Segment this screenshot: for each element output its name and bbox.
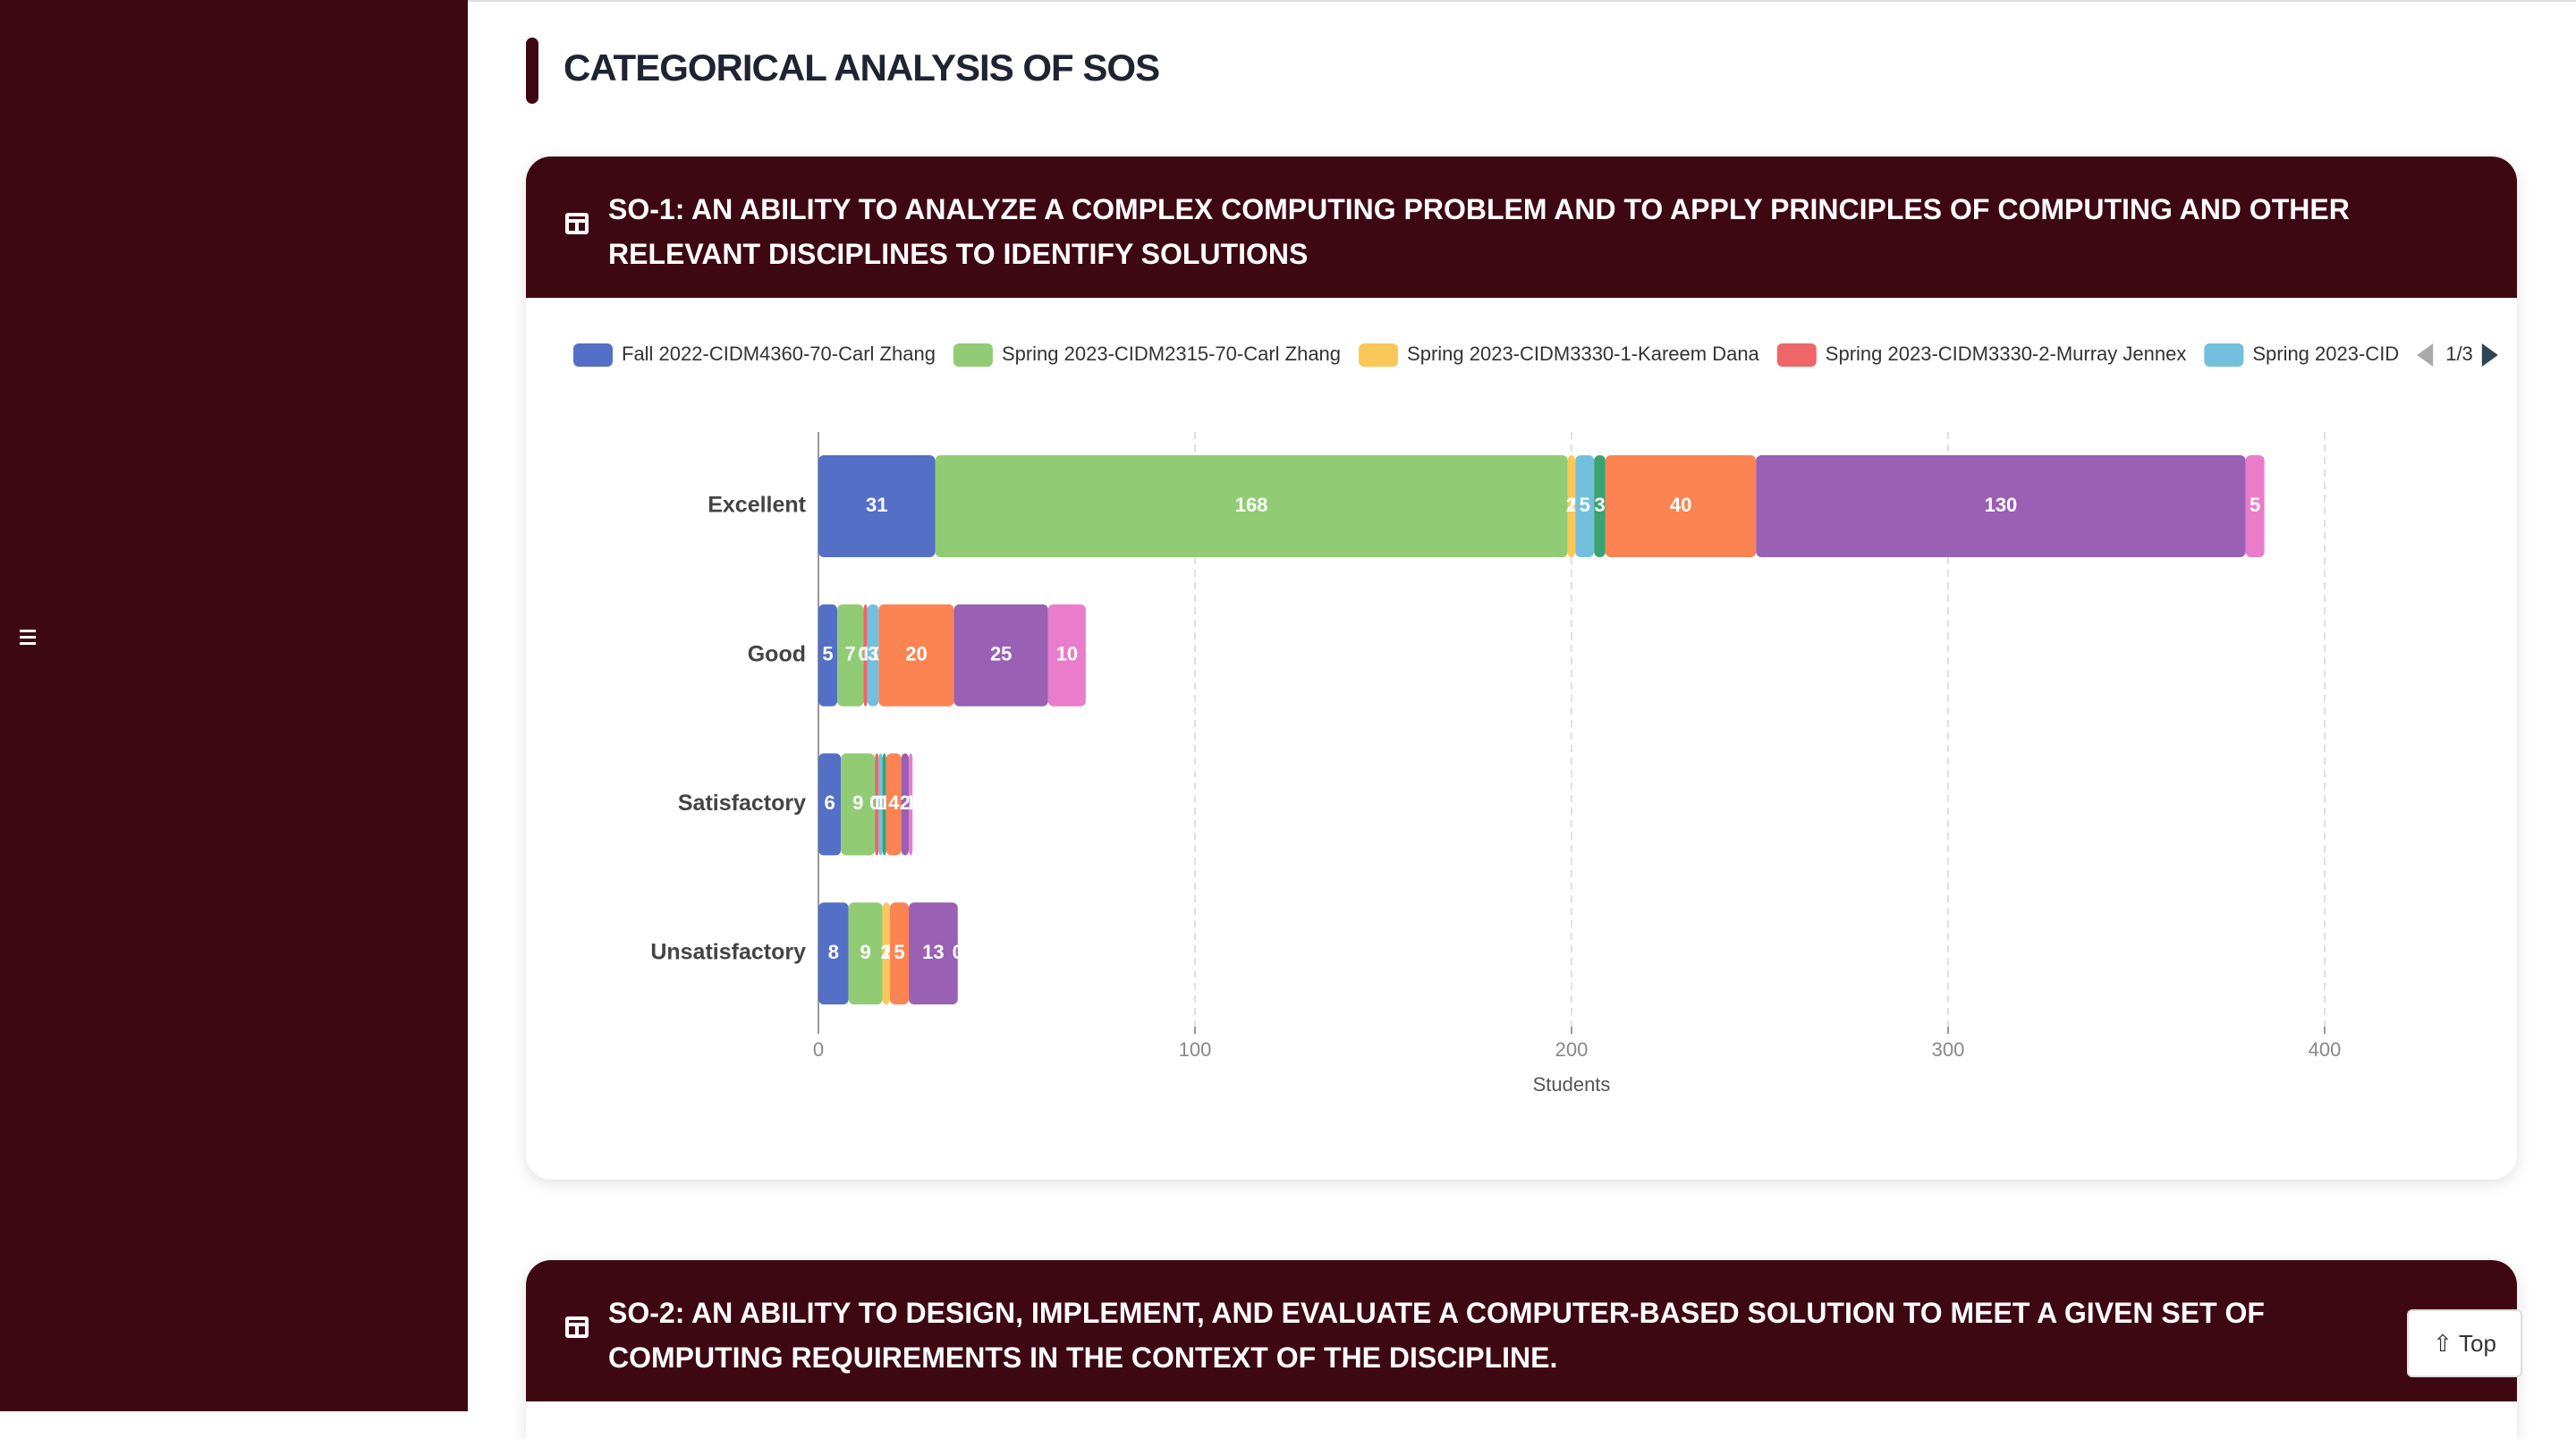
bar-segment bbox=[935, 455, 1568, 557]
bar-segment bbox=[863, 604, 868, 707]
card-header[interactable]: SO-1: AN ABILITY TO ANALYZE A COMPLEX CO… bbox=[526, 157, 2517, 298]
data-label: 0 bbox=[953, 941, 963, 963]
legend-swatch bbox=[1776, 343, 1817, 367]
bar-segment bbox=[909, 753, 913, 856]
data-label: 1 bbox=[905, 791, 916, 814]
x-tick-label: 0 bbox=[813, 1038, 824, 1061]
section-title: CATEGORICAL ANALYSIS OF SOS bbox=[564, 47, 1160, 89]
bar-segment bbox=[2245, 455, 2265, 557]
bar-segment bbox=[1047, 604, 1086, 707]
card-title: SO-2: AN ABILITY TO DESIGN, IMPLEMENT, A… bbox=[608, 1297, 2265, 1374]
legend-label: Spring 2023-CIDM2315-70-Carl Zhang bbox=[1002, 343, 1341, 365]
x-axis-label: Students bbox=[1533, 1073, 1611, 1096]
card-title: SO-1: AN ABILITY TO ANALYZE A COMPLEX CO… bbox=[608, 193, 2350, 270]
bar-segment bbox=[882, 902, 890, 1005]
sidebar bbox=[0, 0, 468, 1411]
legend-swatch bbox=[1359, 343, 1399, 367]
x-tick-label: 300 bbox=[1932, 1038, 1965, 1061]
data-label: 10 bbox=[1056, 643, 1078, 665]
card-header[interactable]: SO-2: AN ABILITY TO DESIGN, IMPLEMENT, A… bbox=[526, 1260, 2517, 1401]
data-label: 3 bbox=[1594, 494, 1605, 516]
data-label: 9 bbox=[860, 941, 871, 963]
bar-segment bbox=[875, 753, 879, 856]
legend-label: Spring 2023-CIDM3330-1-Kareem Dana bbox=[1407, 343, 1760, 365]
bar-segment bbox=[1567, 455, 1576, 557]
bar-segment bbox=[818, 604, 838, 707]
bar-segment bbox=[878, 604, 954, 707]
data-label: 168 bbox=[1235, 494, 1268, 516]
bar-segment bbox=[882, 753, 886, 856]
top-button-label: Top bbox=[2459, 1329, 2496, 1357]
y-tick-label: Satisfactory bbox=[678, 791, 806, 816]
data-label: 2 bbox=[1566, 494, 1577, 516]
data-label: 20 bbox=[905, 643, 927, 665]
legend-swatch bbox=[2204, 343, 2244, 367]
bar-segment bbox=[1756, 455, 2246, 557]
data-label: 2 bbox=[900, 791, 911, 814]
y-tick-label: Excellent bbox=[708, 493, 806, 518]
data-label: 3 bbox=[868, 643, 878, 665]
x-tick-label: 100 bbox=[1179, 1038, 1212, 1061]
legend-label: Spring 2023-CID bbox=[2252, 343, 2399, 365]
bar-segment bbox=[886, 753, 902, 856]
legend-swatch bbox=[573, 343, 613, 367]
bar-segment bbox=[818, 902, 849, 1005]
data-label: 130 bbox=[1985, 494, 2018, 516]
data-label: 31 bbox=[866, 494, 887, 516]
legend-next[interactable] bbox=[2481, 343, 2498, 367]
bar-segment bbox=[909, 902, 958, 1005]
bar-segment bbox=[901, 753, 910, 856]
data-label: 13 bbox=[922, 941, 944, 963]
bar-segment bbox=[841, 753, 876, 856]
data-label: 6 bbox=[825, 791, 835, 814]
legend-prev[interactable] bbox=[2417, 343, 2434, 367]
top-button[interactable]: ⇧ Top bbox=[2407, 1309, 2522, 1377]
bar-segment bbox=[818, 455, 936, 557]
bar-segment bbox=[878, 753, 883, 856]
bar-segment bbox=[1605, 455, 1757, 557]
data-label: 5 bbox=[1580, 494, 1590, 516]
bar-segment bbox=[837, 604, 864, 707]
data-label: 7 bbox=[845, 643, 856, 665]
x-tick-label: 200 bbox=[1555, 1038, 1589, 1061]
menu-icon[interactable] bbox=[18, 626, 54, 653]
data-label: 25 bbox=[990, 643, 1012, 665]
bar-segment bbox=[818, 753, 842, 856]
legend-label: Spring 2023-CIDM3330-2-Murray Jennex bbox=[1826, 343, 2187, 365]
y-tick-label: Unsatisfactory bbox=[650, 940, 806, 965]
data-label: 5 bbox=[894, 941, 904, 963]
legend-label: Fall 2022-CIDM4360-70-Carl Zhang bbox=[622, 343, 936, 365]
data-label: 40 bbox=[1670, 494, 1691, 516]
data-label: 5 bbox=[2250, 494, 2260, 516]
bar-segment bbox=[953, 604, 1048, 707]
bar-segment bbox=[889, 902, 910, 1005]
data-label: 5 bbox=[822, 643, 833, 665]
bar-segment bbox=[848, 902, 883, 1005]
bar-segment bbox=[867, 604, 879, 707]
y-tick-label: Good bbox=[748, 641, 806, 666]
chart: Students 0100200300400Excellent311682053… bbox=[573, 343, 2498, 1096]
card: SO-2: AN ABILITY TO DESIGN, IMPLEMENT, A… bbox=[526, 1260, 2517, 1439]
data-label: 9 bbox=[852, 791, 863, 814]
bar-segment bbox=[1594, 455, 1606, 557]
bar-segment bbox=[1575, 455, 1595, 557]
section-marker bbox=[526, 38, 538, 104]
data-label: 4 bbox=[888, 791, 900, 814]
data-label: 8 bbox=[828, 941, 839, 963]
legend-page: 1/3 bbox=[2445, 343, 2473, 365]
x-tick-label: 400 bbox=[2309, 1038, 2342, 1061]
legend-swatch bbox=[953, 343, 993, 367]
data-label: 2 bbox=[881, 941, 892, 963]
